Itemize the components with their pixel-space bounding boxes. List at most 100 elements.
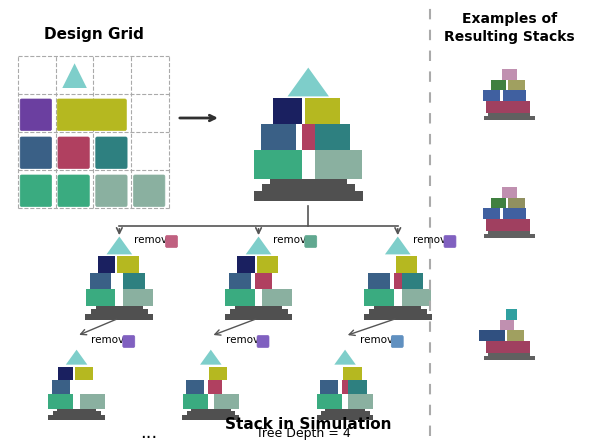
Bar	[274, 99, 302, 125]
Bar	[396, 256, 417, 272]
Polygon shape	[288, 68, 329, 96]
Bar	[486, 219, 530, 231]
Bar	[369, 310, 427, 314]
Bar	[235, 306, 282, 310]
Bar	[394, 272, 411, 289]
FancyBboxPatch shape	[20, 99, 52, 130]
Bar	[225, 289, 255, 306]
Bar	[85, 314, 153, 320]
Bar	[486, 341, 530, 353]
Bar	[262, 289, 292, 306]
FancyBboxPatch shape	[166, 236, 178, 247]
FancyBboxPatch shape	[58, 175, 89, 207]
FancyBboxPatch shape	[444, 236, 456, 247]
Bar	[482, 90, 500, 101]
Bar	[314, 151, 362, 179]
Polygon shape	[66, 350, 88, 365]
Bar	[486, 101, 530, 113]
Bar	[479, 330, 504, 341]
Bar	[256, 256, 278, 272]
Bar	[325, 409, 365, 411]
Text: Tree Depth = 4: Tree Depth = 4	[256, 426, 350, 439]
Bar	[91, 310, 149, 314]
Bar	[348, 380, 366, 394]
Bar	[260, 125, 295, 151]
Bar	[364, 289, 394, 306]
Bar	[59, 366, 73, 380]
Bar	[320, 380, 339, 394]
Bar	[368, 272, 390, 289]
Bar	[484, 116, 535, 120]
Polygon shape	[385, 237, 411, 254]
Bar	[484, 356, 535, 360]
Bar	[90, 272, 111, 289]
Bar	[229, 272, 250, 289]
Bar	[484, 234, 535, 238]
Bar	[95, 306, 143, 310]
Bar	[191, 409, 231, 411]
Polygon shape	[62, 63, 87, 88]
Bar	[123, 272, 145, 289]
FancyBboxPatch shape	[57, 99, 126, 130]
Text: remove: remove	[274, 235, 313, 245]
Bar	[343, 366, 362, 380]
Text: remove: remove	[360, 335, 400, 345]
Bar	[214, 394, 239, 409]
Bar	[255, 272, 272, 289]
Bar	[402, 272, 423, 289]
Bar	[488, 113, 530, 116]
Bar	[262, 184, 355, 191]
Bar	[317, 394, 342, 409]
Bar	[254, 151, 302, 179]
Bar	[402, 289, 432, 306]
Bar	[491, 80, 506, 90]
Bar	[314, 125, 350, 151]
Bar	[209, 366, 227, 380]
Bar	[49, 394, 73, 409]
Bar	[237, 256, 255, 272]
Bar	[86, 289, 115, 306]
Bar	[488, 231, 530, 234]
FancyBboxPatch shape	[20, 175, 52, 207]
Polygon shape	[107, 237, 132, 254]
Bar	[57, 409, 96, 411]
FancyBboxPatch shape	[96, 137, 127, 168]
Bar	[208, 380, 223, 394]
Bar	[80, 394, 105, 409]
Text: remove: remove	[413, 235, 452, 245]
Bar	[230, 310, 288, 314]
Bar	[117, 256, 139, 272]
Bar	[502, 187, 517, 198]
Polygon shape	[200, 350, 221, 365]
Bar	[374, 306, 422, 310]
FancyBboxPatch shape	[391, 336, 403, 348]
Bar	[488, 353, 530, 356]
Bar	[502, 69, 517, 80]
FancyBboxPatch shape	[123, 336, 135, 348]
Bar	[506, 310, 517, 319]
Bar	[305, 99, 340, 125]
Bar	[182, 415, 239, 420]
Bar	[364, 314, 432, 320]
Bar	[270, 179, 346, 184]
Bar	[183, 394, 208, 409]
Bar	[491, 198, 506, 208]
Bar	[508, 198, 525, 208]
Bar	[52, 380, 70, 394]
Bar	[53, 411, 101, 415]
Text: remove: remove	[92, 335, 131, 345]
Bar	[321, 411, 369, 415]
Bar	[508, 80, 525, 90]
Bar	[342, 380, 356, 394]
Bar	[507, 330, 524, 341]
Bar	[503, 208, 526, 219]
Bar	[503, 90, 526, 101]
Bar	[98, 256, 115, 272]
Text: ...: ...	[140, 424, 158, 442]
FancyBboxPatch shape	[20, 137, 52, 168]
Bar	[186, 380, 204, 394]
FancyBboxPatch shape	[96, 175, 127, 207]
Bar	[302, 125, 330, 151]
Polygon shape	[246, 237, 271, 254]
Bar	[48, 415, 105, 420]
